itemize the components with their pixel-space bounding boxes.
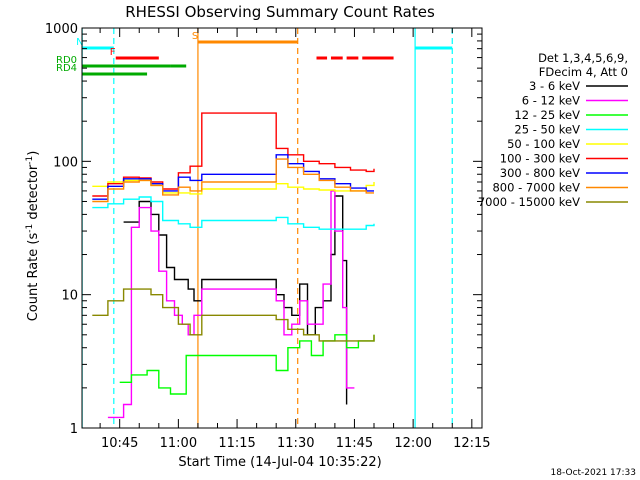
x-tick-label-2: 11:15 (218, 436, 255, 451)
x-tick-label-3: 11:30 (277, 436, 314, 451)
legend-label-5: 50 - 100 keV (507, 137, 580, 151)
legend: Det 1,3,4,5,6,9,FDecim 4, Att 03 - 6 keV… (478, 51, 628, 209)
y-tick-label-2: 100 (53, 155, 78, 170)
x-tick-label-0: 10:45 (101, 436, 138, 451)
y-tick-label-0: 1 (70, 422, 78, 437)
series-line-8 (92, 158, 374, 203)
legend-label-8: 800 - 7000 keV (492, 181, 580, 195)
ylabel-mid: detector (26, 164, 41, 224)
legend-label-2: 6 - 12 keV (522, 94, 580, 108)
series-line-4 (92, 196, 375, 230)
y-tick-label-3: 1000 (45, 22, 78, 37)
series-line-6 (92, 112, 375, 197)
y-axis-label: Count Rate (s-1 detector-1) (25, 151, 41, 322)
x-tick-label-5: 12:00 (394, 436, 431, 451)
ylabel-exp2: -1 (25, 156, 35, 165)
legend-label-6: 100 - 300 keV (500, 152, 580, 166)
status-label-rd0: RD0 (56, 55, 77, 66)
series-line-2 (107, 190, 355, 419)
legend-label-7: 300 - 800 keV (500, 166, 580, 180)
chart-title: RHESSI Observing Summary Count Rates (125, 3, 435, 21)
status-label-f: F (110, 47, 116, 58)
x-axis-label: Start Time (14-Jul-04 10:35:22) (178, 455, 381, 470)
status-label-rd4: RD4 (56, 63, 77, 74)
series-line-9 (92, 288, 375, 342)
legend-title-1: FDecim 4, Att 0 (539, 65, 628, 79)
legend-label-3: 12 - 25 keV (514, 108, 580, 122)
timestamp: 18-Oct-2021 17:33 (551, 468, 636, 478)
svg-text:Count Rate (s-1 detector-1): Count Rate (s-1 detector-1) (25, 151, 41, 322)
legend-label-4: 25 - 50 keV (514, 123, 580, 137)
series-line-3 (119, 334, 375, 395)
status-label-s: S (192, 31, 198, 42)
ylabel-main: Count Rate (s (26, 233, 41, 322)
y-tick-label-1: 10 (61, 289, 78, 304)
legend-label-9: 7000 - 15000 keV (478, 195, 580, 209)
series-line-5 (92, 179, 375, 195)
x-tick-label-1: 11:00 (160, 436, 197, 451)
status-label-n: N (76, 37, 83, 48)
x-tick-label-6: 12:15 (453, 436, 490, 451)
ylabel-exp1: -1 (25, 224, 35, 233)
legend-label-1: 3 - 6 keV (529, 79, 580, 93)
axes-layer: 1 10 100 1000 10:45 11:00 11:15 11:30 11:45 12:00… (45, 22, 491, 451)
ylabel-end: ) (26, 151, 41, 156)
legend-title-0: Det 1,3,4,5,6,9, (538, 51, 628, 65)
plot-frame (81, 27, 483, 429)
x-tick-label-4: 11:45 (336, 436, 373, 451)
